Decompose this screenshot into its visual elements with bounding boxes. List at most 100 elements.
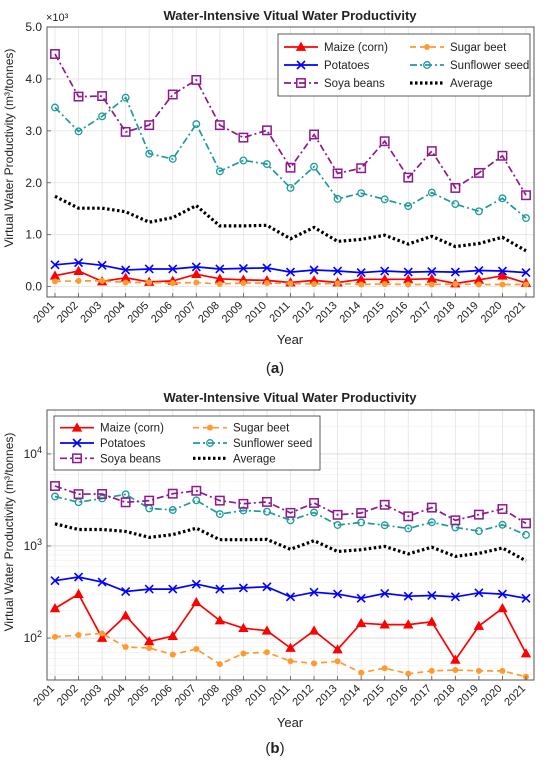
data-point-sunflower-seed (498, 194, 507, 203)
data-point-maize-corn (73, 265, 84, 275)
panel-b: Water-Intensive Vitual Water Productivit… (2, 390, 535, 757)
data-point-sugar-beet (146, 644, 153, 651)
data-point-sugar-beet (99, 277, 106, 284)
data-point-sunflower-seed (498, 520, 507, 529)
data-point-potatoes (215, 584, 225, 594)
data-point-sunflower-seed (168, 506, 177, 514)
legend-item-soya-beans: Soya beans (60, 453, 161, 465)
data-point-potatoes (168, 584, 178, 594)
legend-swatch-marker (71, 422, 83, 432)
data-point-maize-corn (426, 616, 437, 626)
data-point-maize-corn (214, 615, 226, 625)
data-point-potatoes (521, 593, 531, 603)
data-point-sunflower-seed (451, 200, 460, 209)
legend-label: Potatoes (100, 438, 146, 450)
data-point-sunflower-seed (522, 214, 530, 223)
data-point-sugar-beet (263, 649, 270, 656)
data-point-maize-corn (285, 642, 296, 652)
data-point-maize-corn (120, 610, 131, 620)
data-point-soya-beans (167, 89, 178, 100)
data-point-potatoes (97, 260, 107, 270)
data-point-soya-beans (120, 126, 131, 137)
x-tick-label: 2003 (78, 683, 104, 709)
legend-swatch-marker (295, 41, 307, 51)
x-tick-label: 2007 (173, 683, 199, 709)
legend-item-sugar-beet: Sugar beet (410, 42, 507, 54)
data-point-sunflower-seed (263, 507, 271, 516)
data-point-sugar-beet (75, 631, 82, 638)
legend-label: Average (233, 453, 276, 465)
data-point-soya-beans (73, 489, 84, 500)
y-tick-label: 1.0 (25, 228, 42, 242)
x-tick-label: 2019 (455, 683, 481, 709)
data-point-maize-corn (450, 654, 461, 664)
series-line-average (54, 194, 527, 253)
data-point-sunflower-seed (121, 93, 130, 102)
data-point-sugar-beet (381, 665, 388, 672)
data-point-sugar-beet (240, 279, 247, 286)
data-point-soya-beans (191, 485, 202, 496)
panel-label: (a) (266, 360, 284, 377)
x-tick-label: 2013 (314, 683, 340, 709)
data-point-soya-beans (309, 129, 320, 140)
data-point-potatoes (497, 266, 508, 276)
x-tick-label: 2009 (220, 683, 246, 709)
data-point-sunflower-seed (404, 524, 413, 533)
series-soya-beans (50, 481, 531, 529)
data-point-soya-beans (214, 120, 225, 131)
data-point-potatoes (168, 264, 178, 274)
data-point-soya-beans (332, 168, 343, 179)
data-point-potatoes (403, 267, 413, 277)
data-point-sugar-beet (428, 281, 435, 288)
data-point-maize-corn (167, 630, 178, 640)
legend: Maize (corn) Sugar beet Potatoes Sunflower … (277, 33, 531, 97)
data-point-maize-corn (520, 648, 532, 658)
legend-box (53, 415, 321, 471)
data-point-sugar-beet (405, 670, 412, 677)
data-point-maize-corn (144, 636, 155, 646)
legend-label: Maize (corn) (100, 423, 164, 435)
data-point-sunflower-seed (239, 506, 248, 515)
data-point-potatoes (285, 592, 296, 602)
data-point-potatoes (497, 589, 508, 599)
legend-item-average: Average (193, 453, 276, 465)
data-point-soya-beans (356, 508, 367, 518)
legend-swatch-marker (207, 424, 213, 431)
legend: Maize (corn) Sugar beet Potatoes Sunflower … (53, 415, 321, 471)
data-point-sugar-beet (52, 278, 58, 285)
data-point-potatoes (309, 265, 319, 275)
data-point-sugar-beet (169, 651, 176, 658)
data-point-soya-beans (285, 162, 296, 173)
data-point-potatoes (380, 266, 390, 276)
data-point-potatoes (262, 263, 272, 273)
series-line-soya-beans (54, 53, 527, 196)
data-point-soya-beans (403, 172, 414, 183)
data-point-maize-corn (261, 625, 273, 635)
legend-swatch-marker (72, 453, 82, 464)
data-point-potatoes (262, 582, 272, 592)
data-point-potatoes (333, 266, 343, 276)
data-point-sugar-beet (52, 633, 58, 640)
data-point-soya-beans (214, 495, 225, 506)
data-point-potatoes (73, 258, 84, 268)
y-tick-label: 102 (24, 629, 42, 645)
data-point-maize-corn (355, 617, 367, 628)
y-tick-label: 104 (24, 445, 42, 461)
legend-label: Potatoes (324, 60, 370, 72)
data-point-soya-beans (450, 183, 461, 193)
legend-item-sunflower-seed: Sunflower seed (193, 438, 312, 450)
data-point-potatoes (474, 265, 484, 276)
data-point-sugar-beet (240, 650, 247, 657)
y-tick-exponent: 3 (37, 537, 42, 547)
series-maize-corn (49, 588, 532, 664)
series-line-sugar-beet (54, 632, 527, 678)
series-average (54, 522, 527, 563)
panel-a: Water-Intensive Vitual Water Productivit… (0, 0, 550, 380)
panel-letter: a (271, 360, 280, 377)
data-point-potatoes (427, 266, 437, 277)
legend-label: Average (450, 78, 493, 90)
data-point-sugar-beet (75, 277, 82, 284)
x-tick-label: 2010 (243, 683, 269, 709)
legend-item-sunflower-seed: Sunflower seed (410, 60, 529, 72)
